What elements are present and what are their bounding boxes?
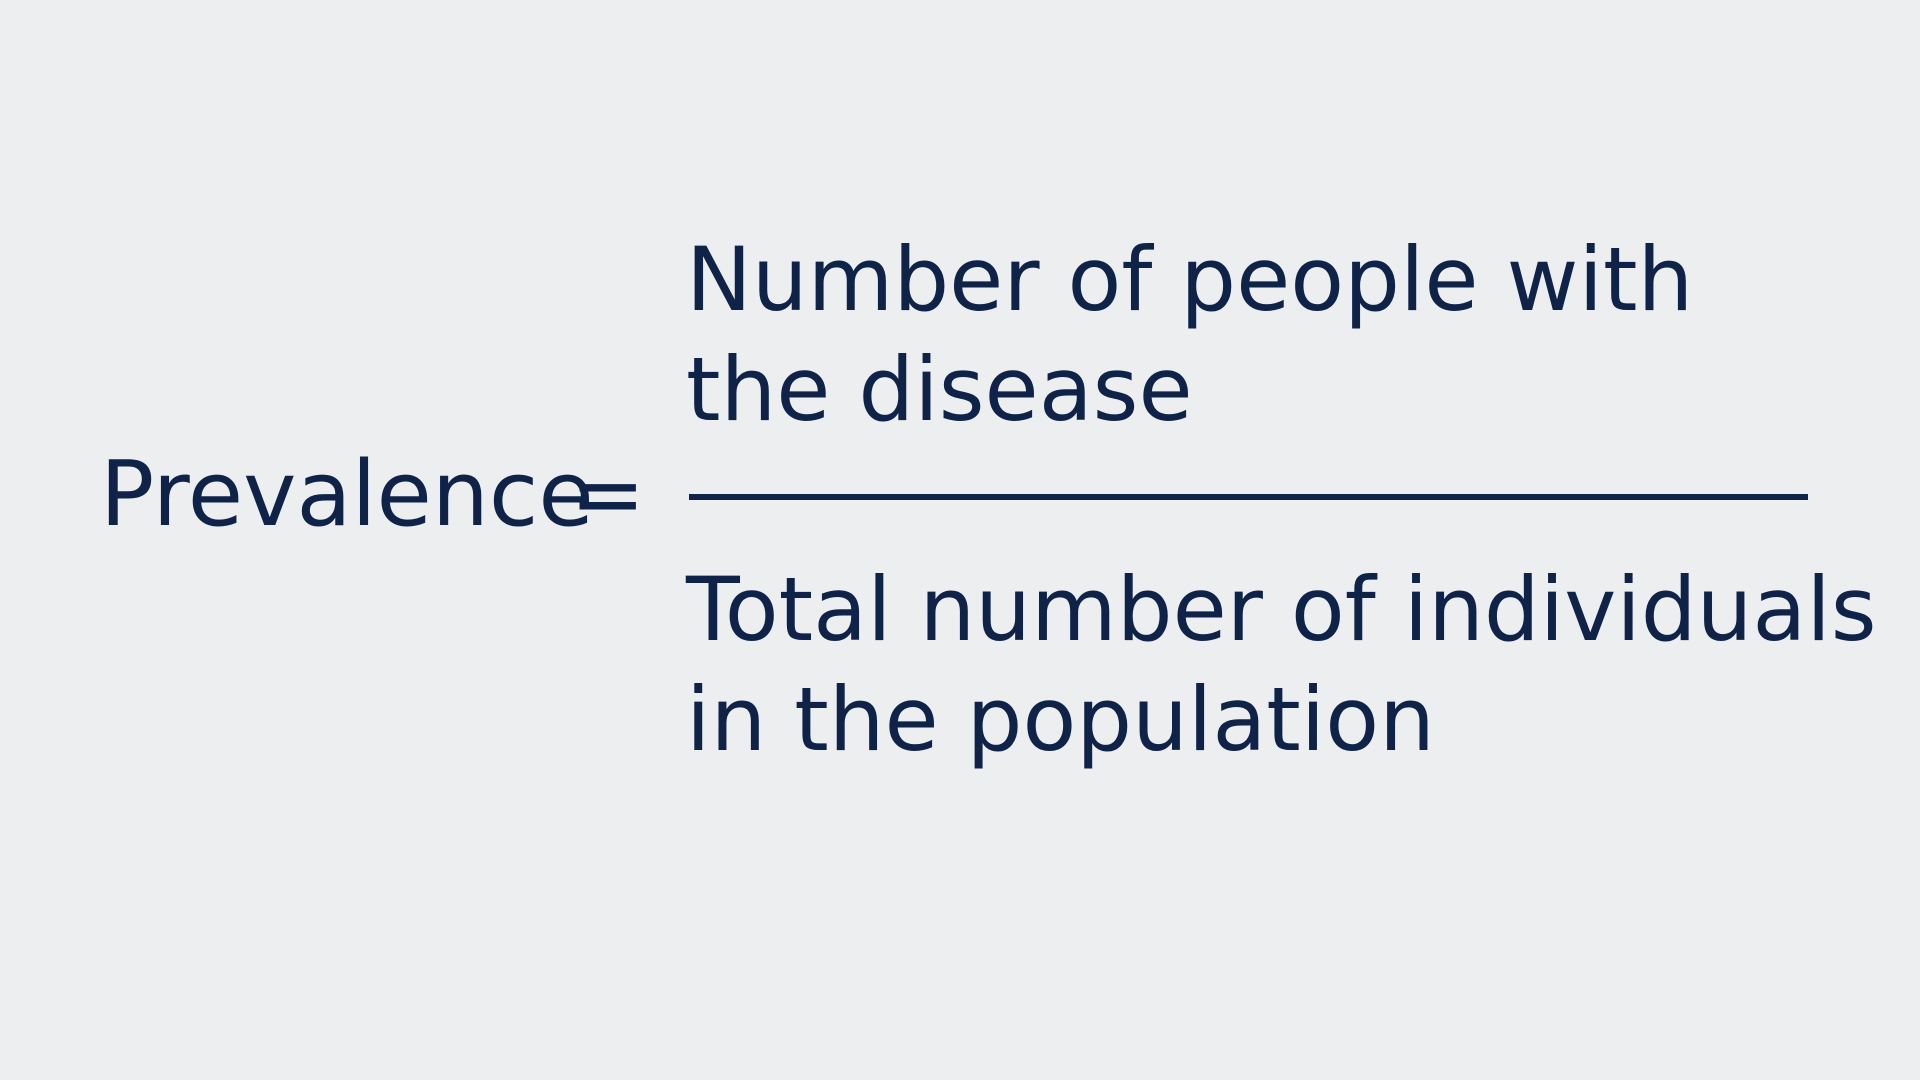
numerator-line-2: the disease: [686, 338, 1193, 441]
denominator-line-2: in the population: [686, 668, 1435, 771]
fraction-denominator: Total number of individuals in the popul…: [686, 555, 1877, 775]
equals-sign: =: [570, 442, 646, 547]
fraction-numerator: Number of people with the disease: [686, 225, 1826, 445]
numerator-line-1: Number of people with: [686, 228, 1694, 331]
denominator-line-1: Total number of individuals: [686, 558, 1877, 661]
formula-lhs-label: Prevalence: [100, 442, 594, 547]
fraction-bar: [689, 494, 1808, 500]
